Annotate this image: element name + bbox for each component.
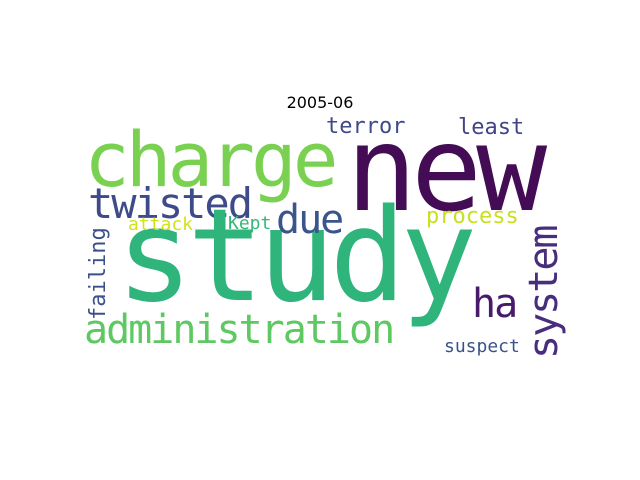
word-failing: failing [86,227,111,320]
word-twisted: twisted [88,179,253,228]
word-suspect: suspect [444,336,520,357]
word-ha: ha [472,281,518,327]
word-least: least [458,115,525,140]
word-system: system [521,226,567,360]
word-kept: Kept [228,213,272,234]
word-charge: charge [84,115,339,204]
word-process: process [426,204,519,229]
word-attack: attack [128,214,194,235]
word-administration: administration [84,307,395,353]
word-due: due [276,197,344,243]
word-terror: terror [326,114,406,139]
word-new: new [346,100,547,238]
plot-title: 2005-06 [286,93,354,112]
word-study: study [116,182,477,331]
